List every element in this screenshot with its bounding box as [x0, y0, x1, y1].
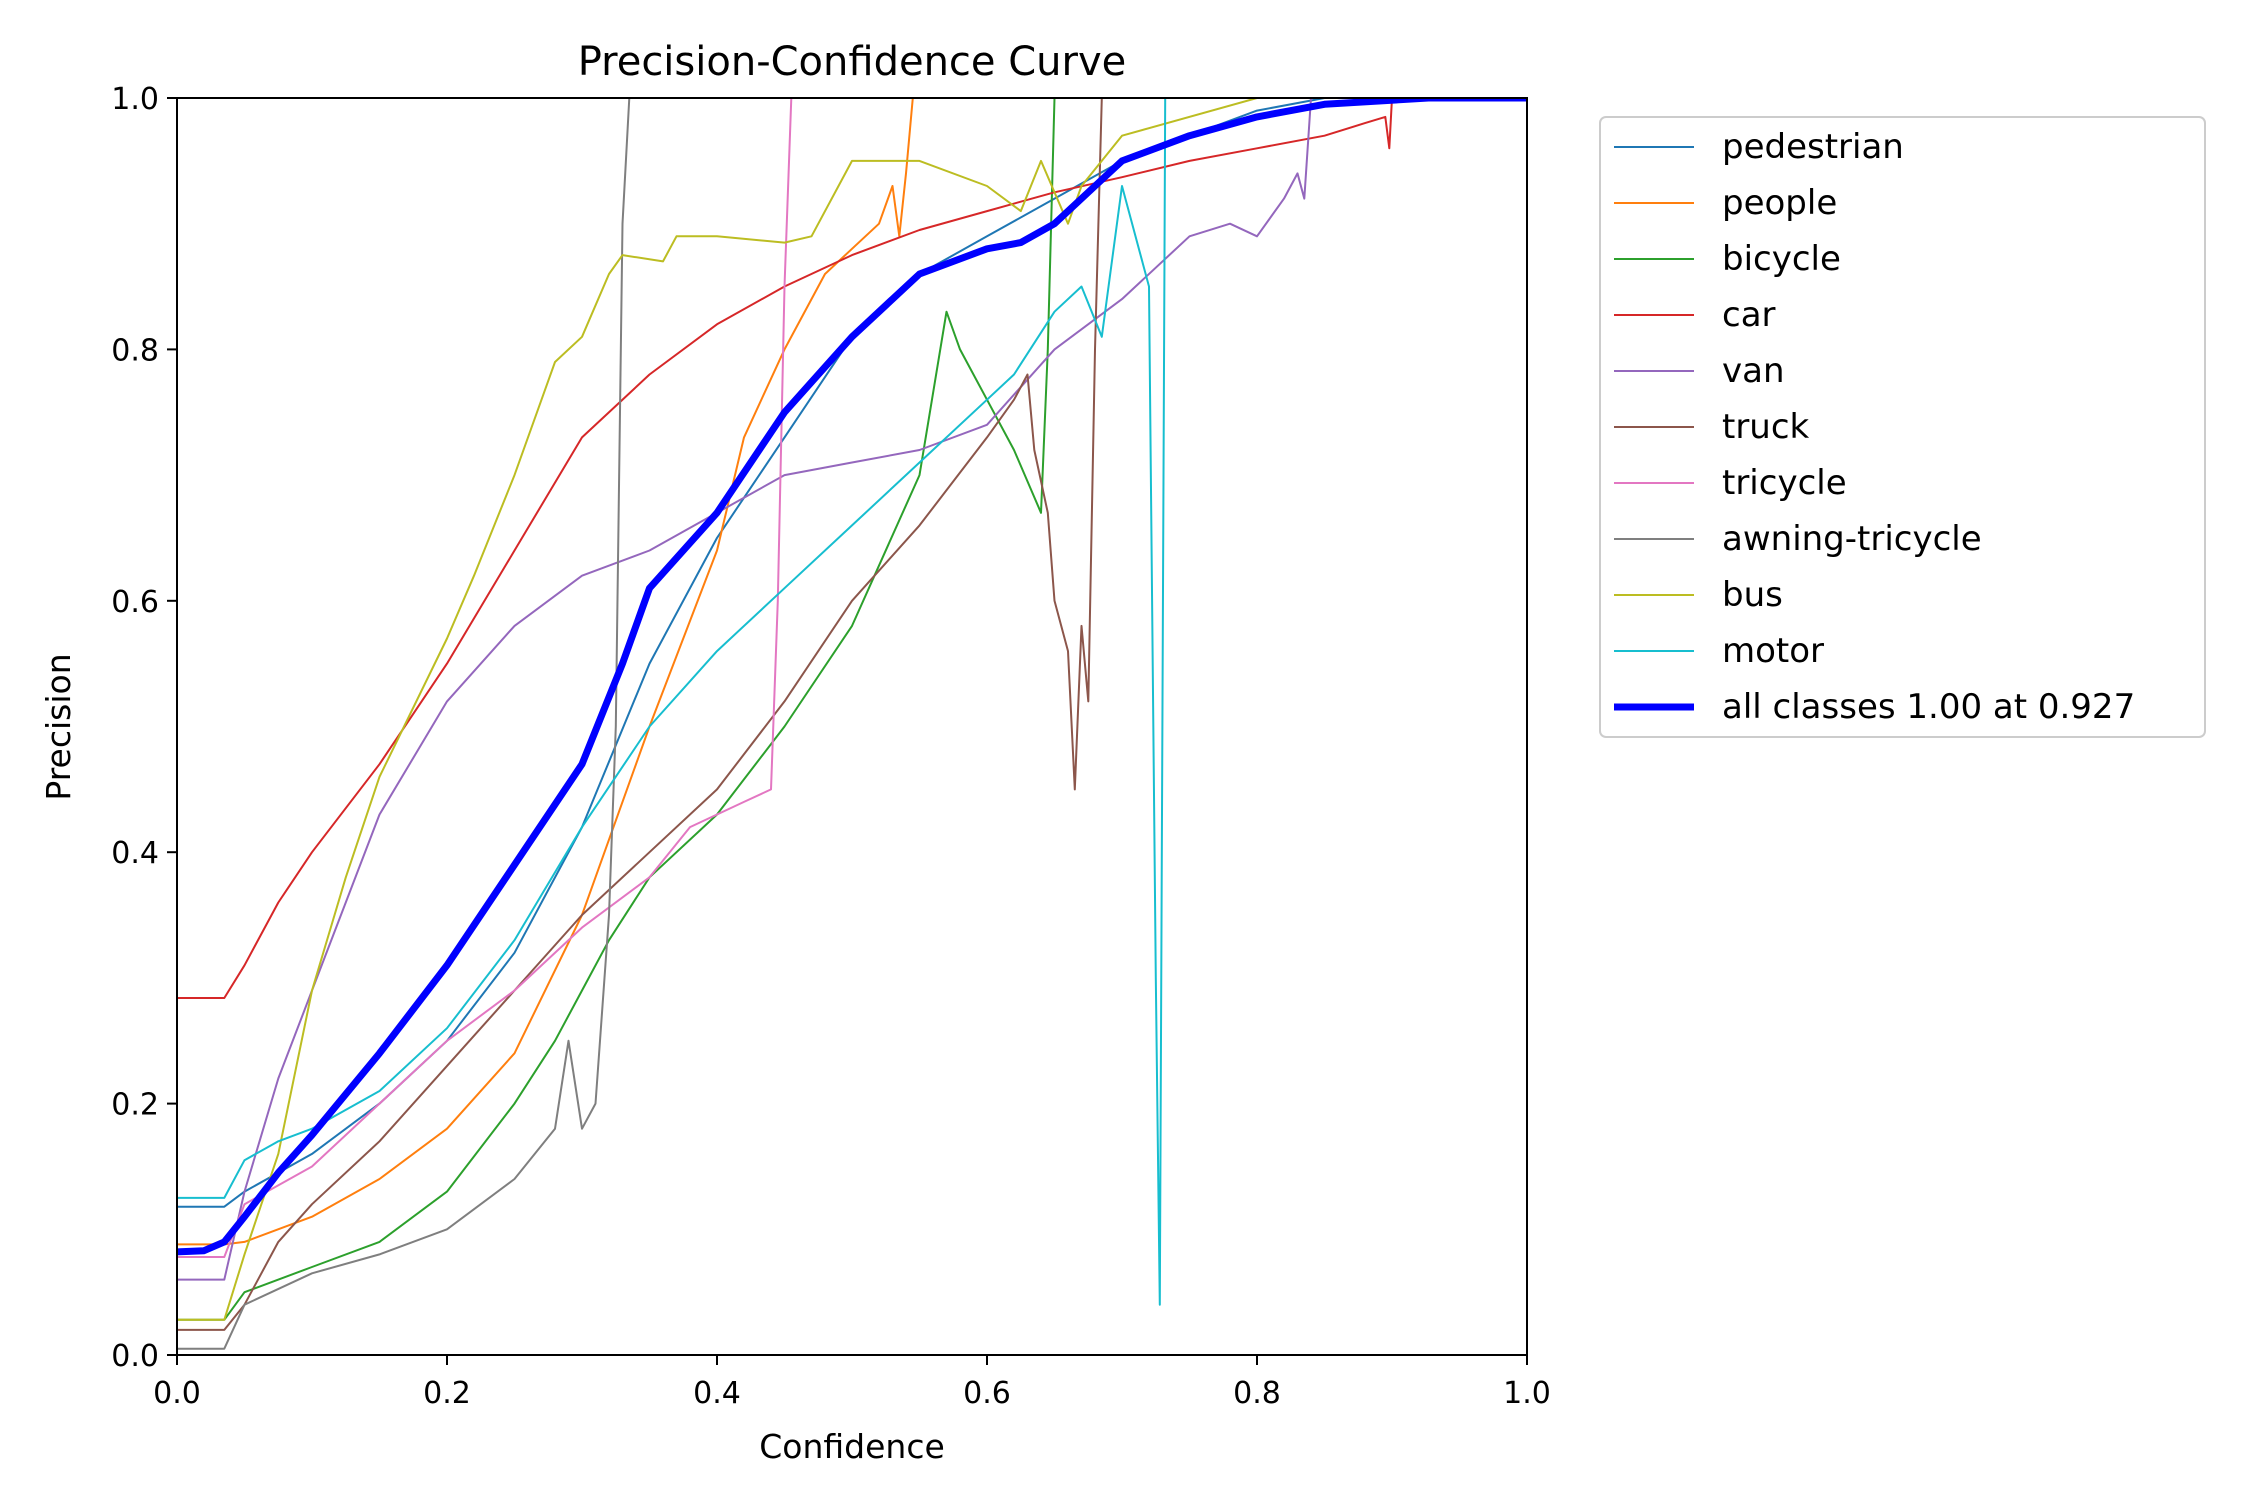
x-axis: 0.0 0.2 0.4 0.6 0.8 1.0 — [153, 1355, 1551, 1411]
legend-label-0: pedestrian — [1722, 127, 1904, 167]
x-tick-label: 0.8 — [1233, 1376, 1281, 1411]
legend-label-10: all classes 1.00 at 0.927 — [1722, 687, 2135, 727]
series-line-10 — [177, 98, 1527, 1256]
y-tick-label: 0.4 — [111, 836, 159, 871]
series-line-3 — [177, 98, 1527, 999]
series-line-1 — [177, 98, 914, 1246]
legend-label-8: bus — [1722, 575, 1783, 615]
series-layer — [177, 98, 1527, 1350]
y-axis-label: Precision — [39, 653, 78, 800]
x-tick-label: 0.6 — [963, 1376, 1011, 1411]
x-tick-label: 1.0 — [1503, 1376, 1551, 1411]
legend-label-9: motor — [1722, 631, 1824, 671]
legend-label-3: car — [1722, 295, 1776, 335]
legend-label-2: bicycle — [1722, 239, 1841, 279]
legend-box — [1599, 116, 2206, 738]
y-tick-label: 0.6 — [111, 585, 159, 620]
series-line-8 — [177, 98, 1527, 1321]
series-line-2 — [177, 98, 1056, 1321]
legend: pedestrian people bicycle car van truck tricyc… — [1599, 116, 2206, 738]
series-line-0 — [177, 98, 1527, 1208]
legend-label-4: van — [1722, 351, 1785, 391]
legend-label-6: tricycle — [1722, 463, 1847, 503]
x-tick-label: 0.2 — [423, 1376, 471, 1411]
plot-frame — [176, 97, 1528, 1356]
y-tick-label: 0.0 — [111, 1339, 159, 1374]
legend-label-1: people — [1722, 183, 1837, 223]
y-tick-label: 1.0 — [111, 82, 159, 117]
x-tick-label: 0.4 — [693, 1376, 741, 1411]
y-tick-label: 0.8 — [111, 333, 159, 368]
x-tick-label: 0.0 — [153, 1376, 201, 1411]
chart-title: Precision-Confidence Curve — [578, 39, 1127, 85]
series-line-9 — [177, 98, 1527, 1306]
x-axis-label: Confidence — [759, 1427, 945, 1466]
series-line-5 — [177, 98, 1103, 1331]
y-axis: 0.0 0.2 0.4 0.6 0.8 1.0 — [111, 82, 177, 1374]
y-tick-label: 0.2 — [111, 1088, 159, 1123]
legend-label-7: awning-tricycle — [1722, 519, 1982, 559]
series-line-6 — [177, 98, 793, 1258]
legend-label-5: truck — [1722, 407, 1810, 447]
series-line-7 — [177, 98, 631, 1350]
